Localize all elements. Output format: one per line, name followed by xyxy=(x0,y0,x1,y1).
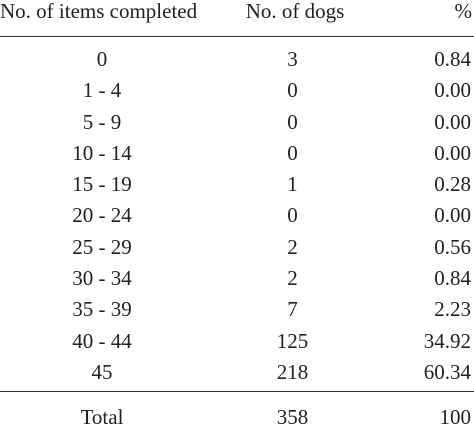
cell-items: 0 xyxy=(96,47,108,71)
header-divider xyxy=(0,36,474,37)
cell-percent: 0.28 xyxy=(434,172,471,197)
header-percent: % xyxy=(454,0,473,23)
cell-items: 15 - 19 xyxy=(72,172,132,197)
cell-percent: 0.00 xyxy=(434,203,471,228)
cell-dogs: 218 xyxy=(276,359,309,384)
cell-items: 10 - 14 xyxy=(72,140,132,165)
table-row: 20 - 24 0 0.00 xyxy=(0,200,474,231)
cell-percent: 0.84 xyxy=(434,266,471,291)
cell-percent: 0.84 xyxy=(434,47,471,71)
total-percent: 100 xyxy=(439,405,472,429)
cell-dogs: 3 xyxy=(287,47,298,71)
cell-percent: 60.34 xyxy=(423,359,471,384)
table-row: 45 218 60.34 xyxy=(0,357,474,388)
header-number-of-dogs: No. of dogs xyxy=(245,0,345,23)
total-divider xyxy=(0,391,474,392)
cell-dogs: 0 xyxy=(287,203,298,228)
table-body: 0 3 0.84 1 - 4 0 0.00 5 - 9 0 0.00 10 - … xyxy=(0,44,474,388)
table-row: 5 - 9 0 0.00 xyxy=(0,107,474,138)
cell-dogs: 0 xyxy=(287,78,298,103)
cell-percent: 2.23 xyxy=(434,297,471,322)
cell-dogs: 0 xyxy=(287,140,298,165)
table-row: 25 - 29 2 0.56 xyxy=(0,232,474,263)
table-row: 10 - 14 0 0.00 xyxy=(0,138,474,169)
total-dogs: 358 xyxy=(276,405,309,429)
cell-dogs: 2 xyxy=(287,266,298,291)
cell-percent: 0.00 xyxy=(434,140,471,165)
cell-items: 1 - 4 xyxy=(82,78,122,103)
cell-percent: 0.00 xyxy=(434,109,471,134)
cell-dogs: 2 xyxy=(287,234,298,259)
total-label: Total xyxy=(80,405,124,429)
cell-dogs: 125 xyxy=(276,328,309,353)
cell-percent: 34.92 xyxy=(423,328,471,353)
cell-percent: 0.00 xyxy=(434,78,471,103)
table-row: 15 - 19 1 0.28 xyxy=(0,169,474,200)
table-header-row: No. of items completed No. of dogs % xyxy=(0,0,474,30)
cell-items: 25 - 29 xyxy=(72,234,132,259)
table-row: 0 3 0.84 xyxy=(0,44,474,75)
table-row: 35 - 39 7 2.23 xyxy=(0,294,474,325)
table-row: 40 - 44 125 34.92 xyxy=(0,326,474,357)
cell-items: 45 xyxy=(91,359,113,384)
table-row: 30 - 34 2 0.84 xyxy=(0,263,474,294)
cell-items: 20 - 24 xyxy=(72,203,132,228)
cell-dogs: 7 xyxy=(287,297,298,322)
header-items-completed: No. of items completed xyxy=(0,0,198,23)
cell-dogs: 1 xyxy=(287,172,298,197)
table-row: 1 - 4 0 0.00 xyxy=(0,75,474,106)
cell-items: 5 - 9 xyxy=(82,109,122,134)
table-total-row: Total 358 100 xyxy=(0,402,474,433)
cell-items: 30 - 34 xyxy=(72,266,132,291)
cell-percent: 0.56 xyxy=(434,234,471,259)
cell-items: 40 - 44 xyxy=(72,328,132,353)
cell-items: 35 - 39 xyxy=(72,297,132,322)
cell-dogs: 0 xyxy=(287,109,298,134)
